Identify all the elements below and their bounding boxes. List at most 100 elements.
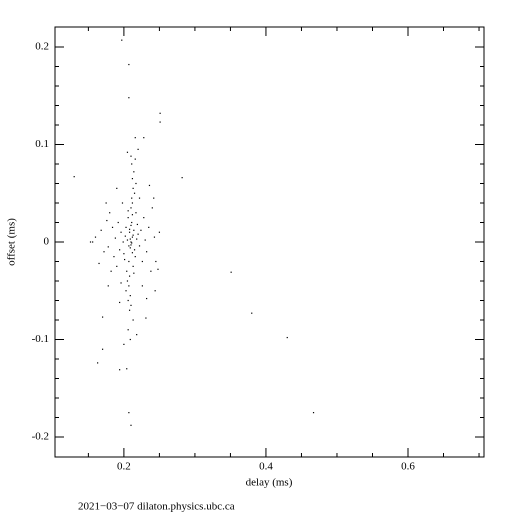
point [148,184,151,187]
point [107,285,109,287]
point [130,224,132,227]
point [94,236,97,238]
point [103,251,105,253]
point [132,265,134,267]
point [133,272,135,274]
point [129,338,131,341]
point [148,226,150,228]
point [114,237,116,239]
point [146,251,148,253]
point [151,207,153,209]
point [89,241,92,243]
point [127,329,129,331]
point [124,235,126,237]
plot-frame [54,26,485,458]
point [138,245,141,247]
point [230,271,232,273]
y-tick-label: 0.1 [35,138,49,150]
x-tick-label: 0.2 [117,461,131,473]
point [116,187,118,189]
x-tick-label: 0.4 [259,461,273,473]
point [143,137,145,139]
point [131,214,134,216]
point [130,304,132,306]
point [101,316,104,318]
point [312,412,315,414]
point [136,238,138,240]
point [129,238,131,240]
point [130,241,132,243]
point [100,229,102,231]
point [119,301,121,304]
point [128,245,130,247]
point [111,226,114,228]
point [157,268,159,270]
point [122,241,124,243]
point [181,177,183,179]
point [145,317,147,319]
point [123,343,125,345]
point [141,285,143,287]
point [92,241,94,243]
point [286,336,288,339]
point [131,236,134,238]
y-axis-label: offset (ms) [6,218,18,266]
point [143,217,145,219]
point [159,112,161,114]
point [119,369,121,371]
point [120,282,122,284]
point [123,253,125,255]
point [133,229,135,231]
point [127,210,129,212]
point [121,202,124,204]
point [128,228,131,230]
point [137,148,139,150]
point [131,242,133,244]
point [126,151,129,153]
point [155,260,157,263]
point [107,246,109,248]
point [131,197,133,199]
point [153,236,156,238]
x-tick-label: 0.6 [401,461,415,473]
point [144,239,146,241]
point [154,290,156,292]
point [125,226,127,228]
point [110,270,112,272]
point [120,231,122,233]
point [251,312,253,314]
point [131,178,134,180]
point [126,368,128,370]
point [136,334,138,336]
point [140,229,142,231]
point [128,285,130,287]
point [106,219,108,222]
point [113,256,115,258]
point [136,223,138,226]
point [128,309,131,311]
point [130,244,132,246]
point [138,197,141,199]
point [119,249,121,251]
point [128,63,130,66]
point [130,155,132,157]
point [132,187,134,189]
point [128,275,131,277]
y-tick-label: -0.2 [32,431,49,443]
point [132,319,134,321]
point [125,290,127,292]
point [128,97,130,99]
point [97,362,99,364]
point [134,256,136,258]
point [127,299,129,302]
footer: 2021−03−07 dilaton.physics.ubc.ca [78,501,235,512]
point [121,39,123,41]
point [134,137,136,139]
point [73,176,75,178]
point [124,258,126,261]
point [146,297,148,300]
point [126,280,129,282]
point [131,202,134,204]
